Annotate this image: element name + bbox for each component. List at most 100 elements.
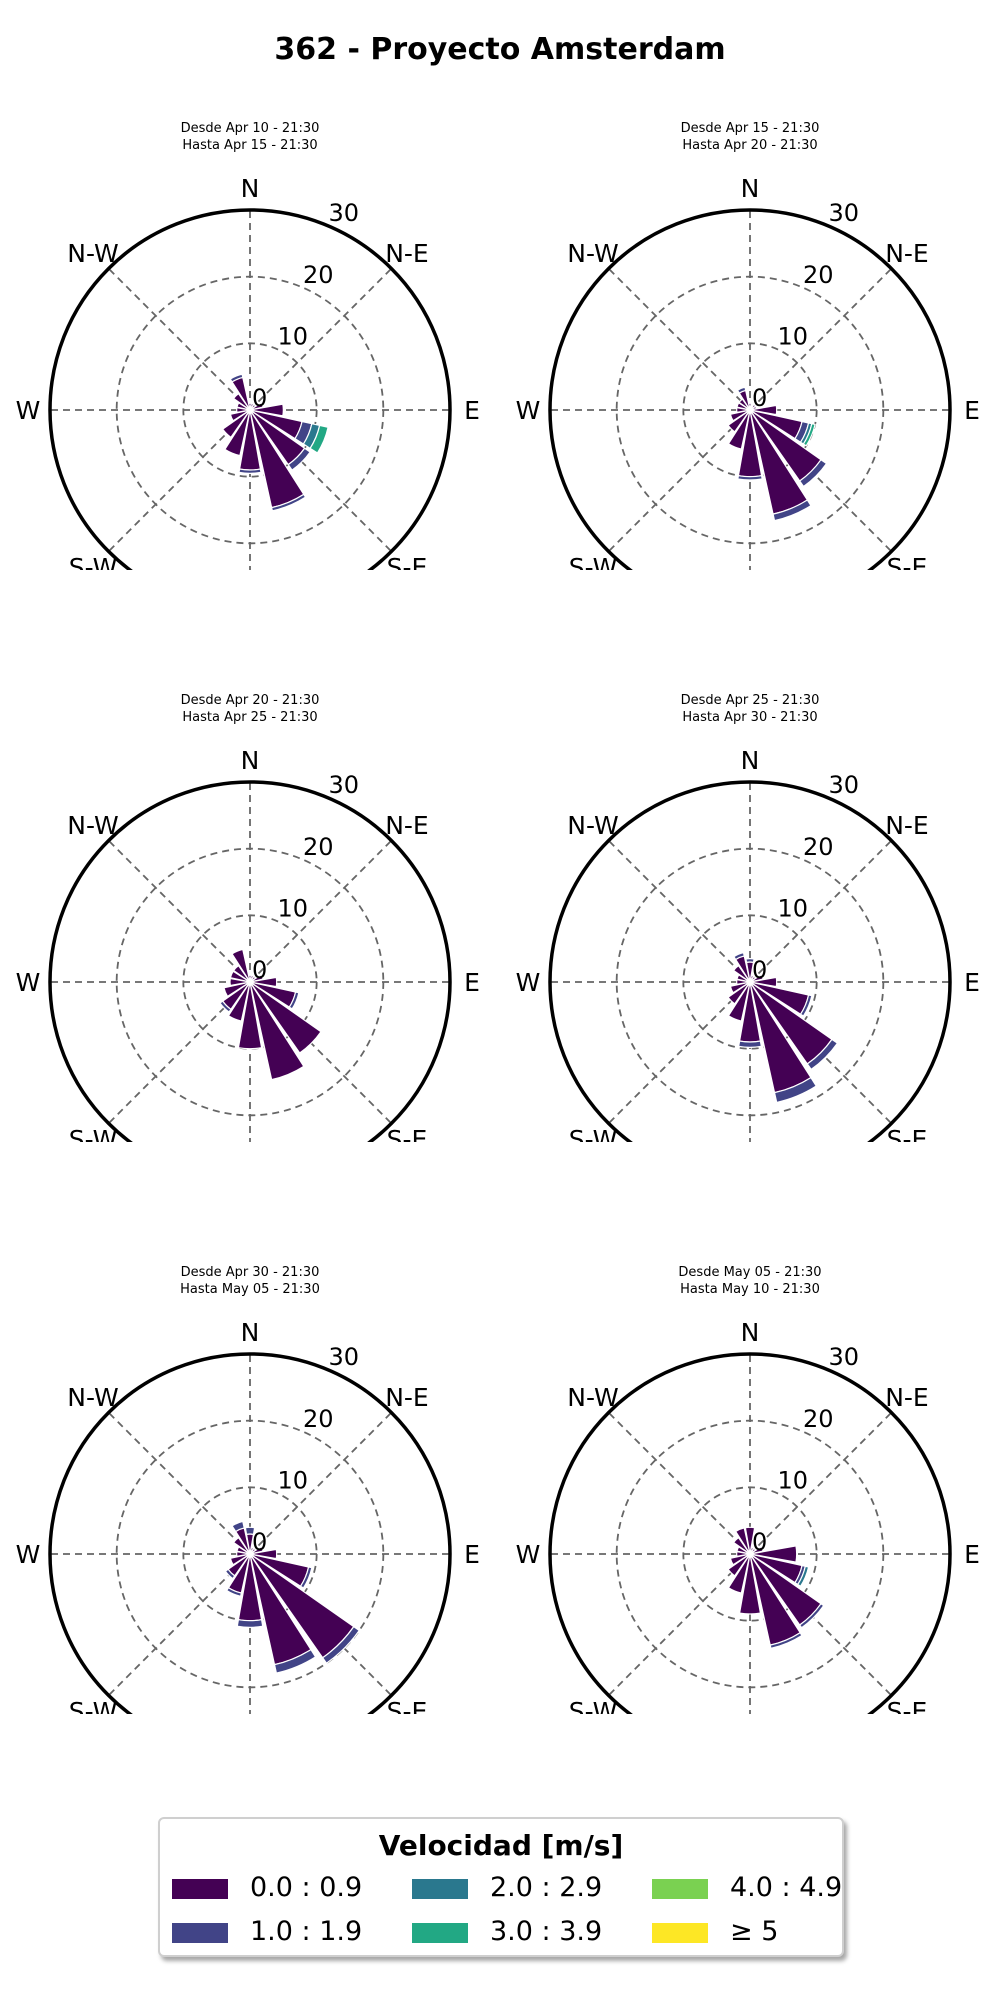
wind-wedge bbox=[224, 1568, 236, 1580]
direction-label: W bbox=[516, 968, 541, 997]
panel-subtitle: Desde May 05 - 21:30 Hasta May 10 - 21:30 bbox=[500, 1264, 1000, 1298]
wind-wedge bbox=[727, 981, 751, 1022]
grid-spoke bbox=[107, 267, 251, 411]
wind-wedge bbox=[732, 964, 751, 983]
wind-wedge bbox=[729, 981, 751, 994]
direction-label: N bbox=[741, 174, 760, 203]
direction-label: N bbox=[241, 1318, 260, 1347]
legend-label: 4.0 : 4.9 bbox=[730, 1872, 843, 1903]
panel-subtitle: Desde Apr 30 - 21:30 Hasta May 05 - 21:30 bbox=[0, 1264, 500, 1298]
windrose-panel: Desde Apr 15 - 21:30 Hasta Apr 20 - 21:30… bbox=[500, 0, 1000, 570]
wind-wedge bbox=[734, 1527, 751, 1555]
grid-spoke bbox=[607, 981, 751, 1125]
outer-ring bbox=[548, 780, 952, 1142]
direction-label: S-W bbox=[69, 1697, 118, 1714]
panel-subtitle: Desde Apr 25 - 21:30 Hasta Apr 30 - 21:30 bbox=[500, 692, 1000, 726]
direction-label: S-W bbox=[69, 553, 118, 570]
radial-tick-label: 20 bbox=[803, 1405, 834, 1433]
wind-wedge bbox=[237, 981, 263, 1050]
wind-wedge bbox=[232, 964, 251, 983]
legend-swatch bbox=[652, 1879, 708, 1899]
grid-spoke bbox=[249, 409, 393, 553]
grid-spoke bbox=[249, 267, 393, 411]
direction-label: E bbox=[464, 968, 480, 997]
wind-wedge bbox=[244, 1526, 256, 1535]
radial-tick-label: 0 bbox=[252, 384, 267, 412]
radial-tick-label: 0 bbox=[252, 956, 267, 984]
wind-wedge bbox=[224, 409, 251, 457]
wind-wedge bbox=[727, 1553, 751, 1577]
windrose-panel: Desde Apr 25 - 21:30 Hasta Apr 30 - 21:30… bbox=[500, 572, 1000, 1142]
outer-ring bbox=[548, 208, 952, 570]
grid-spoke bbox=[607, 409, 751, 553]
direction-label: W bbox=[16, 1540, 41, 1569]
legend-label: 2.0 : 2.9 bbox=[490, 1872, 603, 1903]
radial-tick-label: 30 bbox=[829, 199, 860, 227]
legend-label: 1.0 : 1.9 bbox=[250, 1916, 363, 1947]
panel-subtitle-line: Hasta Apr 30 - 21:30 bbox=[682, 710, 818, 725]
panel-subtitle-line: Hasta Apr 20 - 21:30 bbox=[682, 138, 818, 153]
wind-wedge bbox=[249, 403, 284, 417]
direction-label: S-W bbox=[569, 1125, 618, 1142]
radial-tick-label: 10 bbox=[778, 322, 809, 350]
direction-label: N-W bbox=[67, 1383, 118, 1412]
outer-ring bbox=[48, 1352, 452, 1714]
wind-wedge bbox=[727, 1553, 751, 1594]
outer-ring bbox=[48, 208, 452, 570]
wind-wedge bbox=[798, 458, 828, 488]
direction-label: N-E bbox=[385, 811, 429, 840]
grid-spoke bbox=[107, 839, 251, 983]
wind-wedge bbox=[219, 1000, 232, 1013]
wind-wedge bbox=[744, 1526, 756, 1555]
wind-wedge bbox=[798, 1602, 825, 1629]
grid-spoke bbox=[107, 1411, 251, 1555]
grid-spoke bbox=[607, 839, 751, 983]
wind-wedge bbox=[229, 1553, 251, 1566]
panel-subtitle: Desde Apr 10 - 21:30 Hasta Apr 15 - 21:30 bbox=[0, 120, 500, 154]
direction-label: N-W bbox=[567, 239, 618, 268]
wind-wedge bbox=[321, 1625, 361, 1665]
legend-swatch bbox=[412, 1923, 468, 1943]
direction-label: E bbox=[464, 1540, 480, 1569]
grid-spoke bbox=[107, 409, 251, 553]
grid-spoke bbox=[607, 1553, 751, 1697]
wind-wedge bbox=[796, 1565, 810, 1588]
wind-wedge bbox=[799, 994, 813, 1017]
radial-tick-label: 20 bbox=[803, 833, 834, 861]
legend-swatch bbox=[172, 1879, 228, 1899]
radial-tick-label: 0 bbox=[752, 956, 767, 984]
radial-tick-label: 10 bbox=[278, 894, 309, 922]
wind-wedge bbox=[773, 1076, 818, 1104]
radial-tick-label: 0 bbox=[752, 384, 767, 412]
radial-tick-label: 30 bbox=[329, 199, 360, 227]
wind-wedge bbox=[232, 392, 251, 411]
chart-title: 362 - Proyecto Amsterdam bbox=[274, 32, 726, 67]
direction-label: S-E bbox=[387, 1697, 428, 1714]
panel-subtitle-line: Desde May 05 - 21:30 bbox=[678, 1265, 822, 1280]
direction-label: N-E bbox=[885, 239, 929, 268]
panel-subtitle-line: Desde Apr 30 - 21:30 bbox=[180, 1265, 320, 1280]
wind-wedge bbox=[733, 951, 745, 961]
panel-subtitle-line: Desde Apr 10 - 21:30 bbox=[180, 121, 320, 136]
radial-tick-label: 0 bbox=[752, 1528, 767, 1556]
panel-subtitle-line: Hasta Apr 15 - 21:30 bbox=[182, 138, 318, 153]
legend-swatch bbox=[172, 1923, 228, 1943]
grid-spoke bbox=[249, 839, 393, 983]
legend-title: Velocidad [m/s] bbox=[378, 1829, 624, 1862]
legend-swatch bbox=[412, 1879, 468, 1899]
wind-wedge bbox=[229, 977, 251, 987]
windrose-panel: Desde Apr 30 - 21:30 Hasta May 05 - 21:30… bbox=[0, 1144, 500, 1714]
radial-tick-label: 10 bbox=[778, 1466, 809, 1494]
wind-wedge bbox=[232, 1536, 251, 1555]
wind-wedge bbox=[745, 958, 755, 963]
direction-label: W bbox=[516, 1540, 541, 1569]
legend-swatch bbox=[652, 1923, 708, 1943]
direction-label: N-W bbox=[567, 1383, 618, 1412]
radial-tick-label: 20 bbox=[303, 833, 334, 861]
wind-wedge bbox=[727, 409, 751, 433]
direction-label: N-W bbox=[67, 811, 118, 840]
